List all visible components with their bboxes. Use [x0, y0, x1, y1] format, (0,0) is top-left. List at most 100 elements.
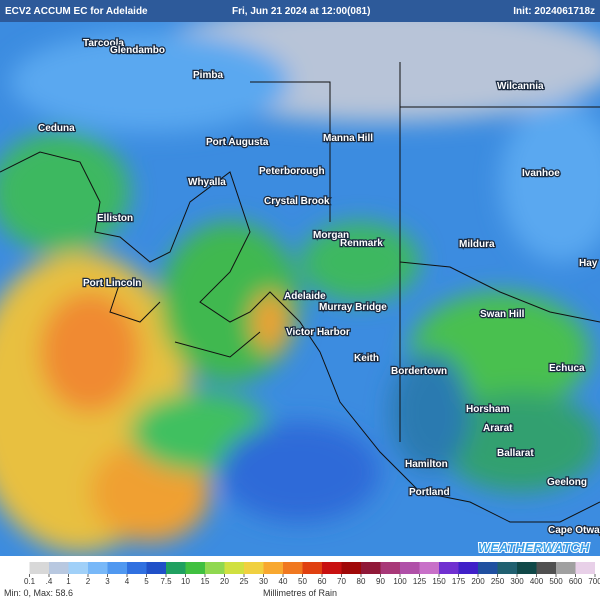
place: Elliston [97, 213, 133, 224]
legend-swatch [283, 562, 303, 574]
legend-tick-label: 4 [125, 577, 130, 586]
legend-tick-label: 90 [376, 577, 385, 586]
legend-swatch [575, 562, 595, 574]
legend-swatch [361, 562, 381, 574]
legend-swatch [322, 562, 342, 574]
legend-tick-label: 600 [569, 577, 583, 586]
place: Whyalla [188, 177, 226, 188]
place: Port Augusta [206, 137, 269, 148]
legend-tick-label: 175 [452, 577, 466, 586]
legend-tick-label: 80 [357, 577, 366, 586]
place: Swan Hill [480, 309, 525, 320]
legend-tick-label: 250 [491, 577, 505, 586]
legend-tick-label: 20 [220, 577, 229, 586]
legend-swatch [49, 562, 69, 574]
legend-swatch [478, 562, 498, 574]
place: Portland [409, 487, 450, 498]
place: Peterborough [259, 166, 325, 177]
legend-swatch [127, 562, 147, 574]
legend-swatch [341, 562, 361, 574]
legend-swatch [517, 562, 537, 574]
header: ECV2 ACCUM EC for Adelaide Fri, Jun 21 2… [0, 0, 600, 22]
place: Crystal Brook [264, 196, 330, 207]
legend-swatch [419, 562, 439, 574]
legend-tick-label: 300 [510, 577, 524, 586]
legend-swatch [68, 562, 88, 574]
legend-tick-label: 7.5 [160, 577, 172, 586]
legend-swatch [302, 562, 322, 574]
place: Ceduna [38, 123, 75, 134]
place: Tarcoola [83, 38, 124, 49]
legend-tick-label: 0.1 [24, 577, 36, 586]
legend-swatch [205, 562, 225, 574]
logo: WEATHERWATCH [478, 540, 590, 555]
place: Glendambo [110, 45, 165, 56]
legend-tick-label: 2 [86, 577, 91, 586]
place: Mildura [459, 239, 495, 250]
place: Ivanhoe [522, 168, 560, 179]
legend-swatch [497, 562, 517, 574]
legend-tick-label: 100 [393, 577, 407, 586]
place: Murray Bridge [319, 302, 387, 313]
place: Hamilton [405, 459, 448, 470]
place: Morgan [313, 230, 349, 241]
legend-tick-label: 60 [318, 577, 327, 586]
legend-swatch [536, 562, 556, 574]
legend-tick-label: 25 [240, 577, 249, 586]
legend-swatch [10, 562, 30, 574]
place: Port Lincoln [83, 278, 141, 289]
legend-tick-label: 200 [471, 577, 485, 586]
legend-tick-label: 125 [413, 577, 427, 586]
place: Adelaide [284, 291, 326, 302]
place: Pimba [193, 70, 223, 81]
place: Victor Harbor [286, 327, 350, 338]
legend-tick-label: .4 [46, 577, 53, 586]
place: Manna Hill [323, 133, 373, 144]
legend-tick-label: 700 [588, 577, 600, 586]
legend-swatch [244, 562, 264, 574]
legend-unit: Millimetres of Rain [263, 588, 337, 598]
place: Wilcannia [497, 81, 544, 92]
place: Renmark [340, 238, 383, 249]
place: Bordertown [391, 366, 447, 377]
legend-tick-label: 1 [66, 577, 71, 586]
place: Geelong [547, 477, 587, 488]
legend: Min: 0, Max: 58.6 Millimetres of Rain 0.… [4, 562, 600, 598]
place: Keith [354, 353, 379, 364]
legend-swatch [400, 562, 420, 574]
legend-tick-label: 3 [105, 577, 110, 586]
legend-tick-label: 400 [530, 577, 544, 586]
place: Horsham [466, 404, 509, 415]
legend-tick-label: 5 [144, 577, 149, 586]
legend-swatch [458, 562, 478, 574]
legend-tick-label: 30 [259, 577, 268, 586]
legend-tick-label: 50 [298, 577, 307, 586]
place: Cape Otway [548, 525, 600, 536]
place: Hay [579, 258, 598, 269]
legend-swatch [263, 562, 283, 574]
legend-swatch [380, 562, 400, 574]
legend-swatch [556, 562, 576, 574]
legend-stats: Min: 0, Max: 58.6 [4, 588, 73, 598]
valid-time: Fri, Jun 21 2024 at 12:00(081) [232, 6, 371, 17]
legend-tick-label: 15 [201, 577, 210, 586]
legend-tick-label: 150 [432, 577, 446, 586]
legend-swatch [166, 562, 186, 574]
init-time: Init: 2024061718z [513, 6, 595, 17]
legend-swatch [185, 562, 205, 574]
rain-map: Tarcoola Glendambo Pimba Ceduna Port Aug… [0, 22, 600, 556]
place: Echuca [549, 363, 585, 374]
legend-tick-label: 500 [549, 577, 563, 586]
place-labels: Tarcoola Glendambo Pimba Ceduna Port Aug… [37, 37, 600, 538]
legend-swatch [29, 562, 49, 574]
place: Ararat [483, 423, 513, 434]
legend-swatch [224, 562, 244, 574]
legend-swatch [146, 562, 166, 574]
title: ECV2 ACCUM EC for Adelaide [5, 6, 148, 17]
legend-swatch [107, 562, 127, 574]
legend-tick-label: 10 [181, 577, 190, 586]
place: Ballarat [497, 448, 534, 459]
legend-tick-label: 70 [337, 577, 346, 586]
legend-swatch [88, 562, 108, 574]
